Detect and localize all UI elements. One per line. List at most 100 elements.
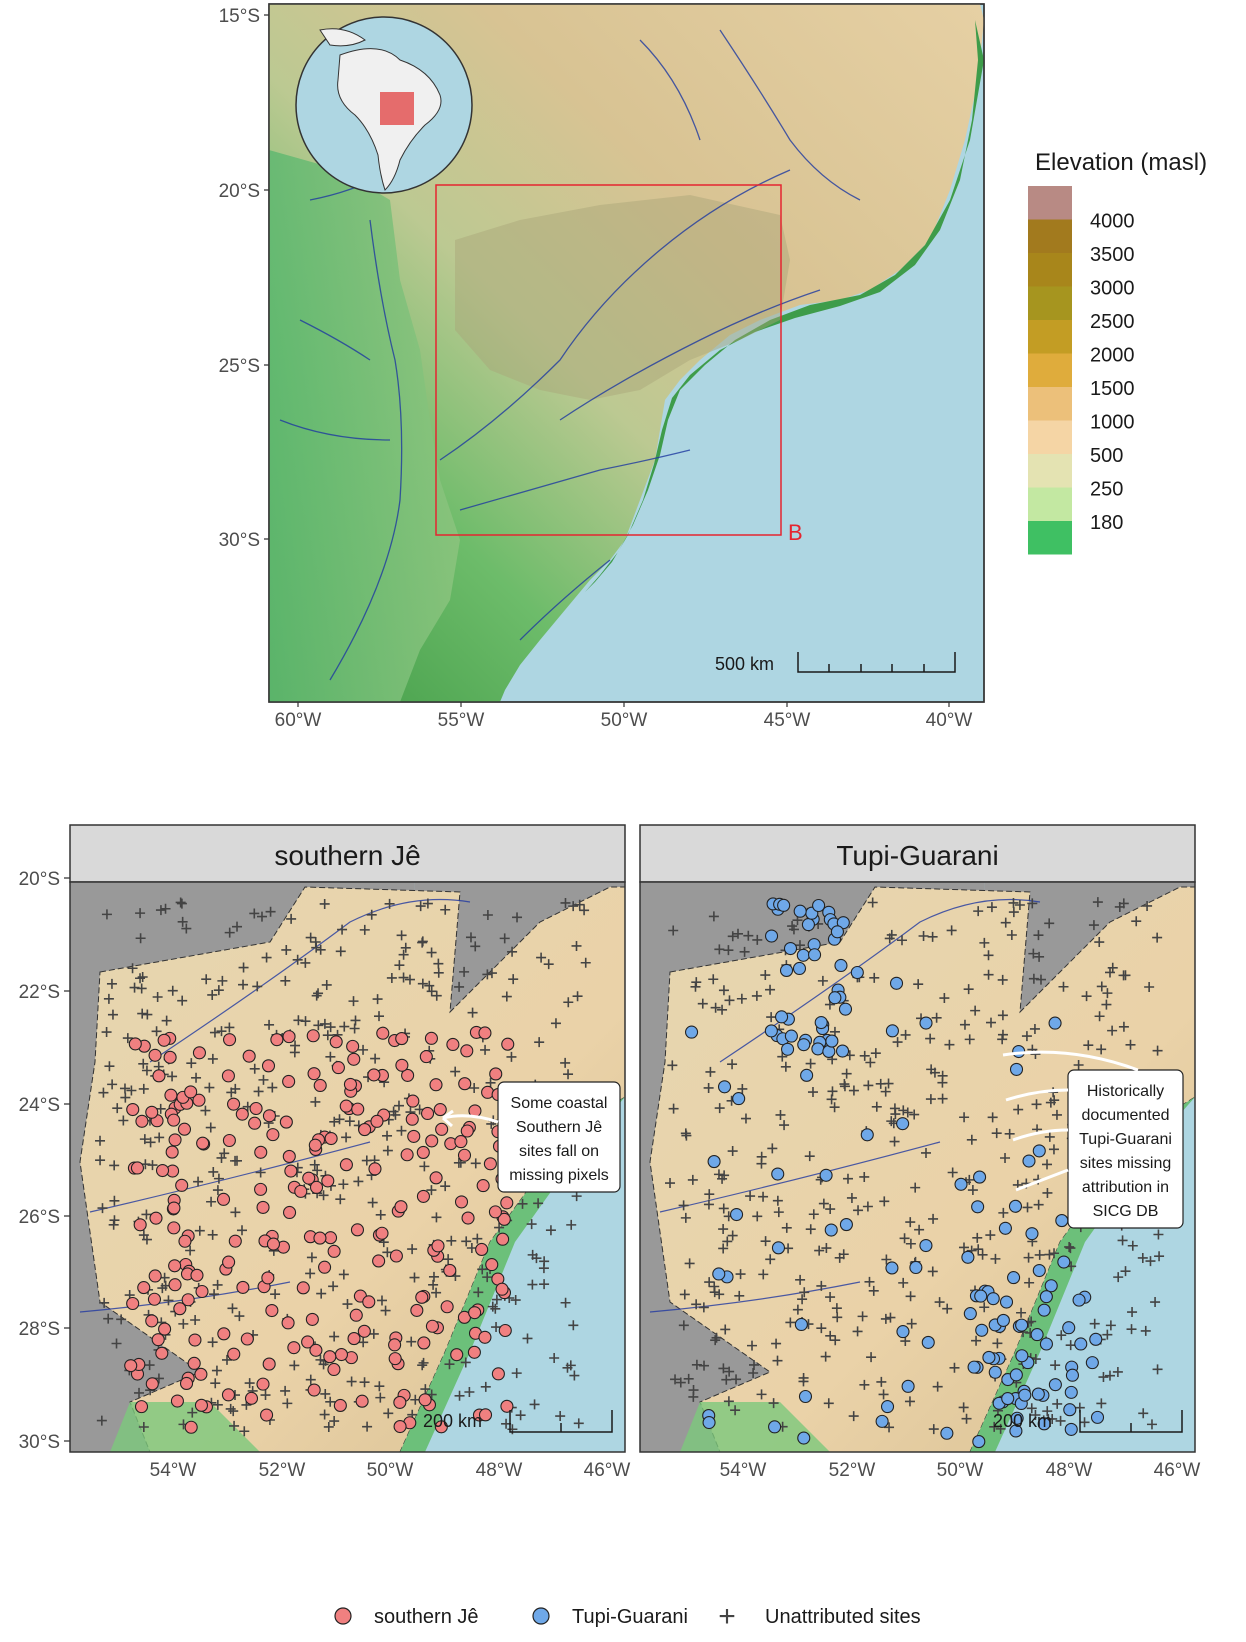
legend-value: 500 [1090, 445, 1123, 467]
site-marker [1089, 1332, 1103, 1346]
unattributed-site-marker [739, 946, 750, 957]
panel-frame [639, 881, 1196, 1453]
svg-text:500 km: 500 km [715, 654, 774, 674]
site-marker [982, 1350, 996, 1364]
unattributed-site-marker [973, 1244, 984, 1255]
unattributed-site-marker [135, 973, 146, 984]
unattributed-site-marker [212, 1279, 223, 1290]
site-marker [301, 1335, 315, 1349]
site-marker [148, 1048, 162, 1062]
unattributed-site-marker [1052, 1398, 1063, 1409]
unattributed-site-marker [1027, 898, 1038, 909]
unattributed-site-marker [889, 1136, 900, 1147]
site-marker [405, 1112, 419, 1126]
unattributed-site-marker [727, 1059, 738, 1070]
legend-value: 4000 [1090, 211, 1135, 233]
site-marker [349, 1308, 363, 1322]
unattributed-site-marker [96, 1415, 107, 1426]
site-marker [800, 1068, 814, 1082]
site-marker [152, 1069, 166, 1083]
site-marker [446, 1037, 460, 1052]
coastal-lowland [400, 1097, 625, 1452]
site-marker [764, 1024, 778, 1038]
site-marker [327, 1244, 341, 1258]
unattributed-site-marker [321, 979, 332, 990]
site-marker [1009, 1062, 1024, 1076]
unattributed-site-marker [942, 1303, 953, 1314]
unattributed-site-marker [805, 1224, 816, 1235]
unattributed-site-marker [928, 1213, 939, 1224]
site-marker [167, 1113, 181, 1127]
svg-text:24°S: 24°S [19, 1095, 60, 1116]
unattributed-site-marker [863, 1080, 874, 1091]
unattributed-site-marker [103, 1313, 114, 1324]
unattributed-site-marker [499, 933, 510, 944]
unattributed-site-marker [136, 983, 147, 994]
unattributed-site-marker [470, 941, 481, 952]
site-marker [151, 1333, 165, 1347]
panel-title: Tupi-Guarani [836, 840, 998, 871]
site-marker [429, 1078, 443, 1092]
unattributed-site-marker [688, 1385, 699, 1396]
site-marker [431, 1239, 445, 1253]
site-marker [347, 1332, 361, 1346]
unattributed-site-marker [404, 974, 415, 985]
site-marker [801, 918, 815, 932]
unattributed-sites [95, 897, 591, 1437]
site-marker [302, 1171, 316, 1185]
unattributed-site-marker [730, 1405, 741, 1416]
unattributed-site-marker [1033, 930, 1044, 941]
unattributed-site-marker [718, 985, 729, 996]
site-marker [262, 1357, 276, 1371]
svg-text:26°S: 26°S [19, 1207, 60, 1228]
site-marker [454, 1135, 468, 1149]
unattributed-site-marker [119, 1083, 130, 1094]
unattributed-site-marker [574, 899, 585, 910]
unattributed-site-marker [417, 1360, 428, 1371]
unattributed-site-marker [714, 944, 725, 955]
site-marker [133, 1218, 147, 1232]
site-marker [388, 1338, 402, 1352]
unattributed-site-marker [1028, 948, 1039, 959]
site-marker [1057, 1255, 1071, 1269]
site-marker [254, 1145, 268, 1159]
unattributed-site-marker [409, 1272, 420, 1283]
unattributed-site-marker [920, 1147, 931, 1158]
site-marker [1055, 1214, 1069, 1228]
unattributed-site-marker [238, 979, 249, 990]
unattributed-site-marker [1079, 1417, 1090, 1428]
unattributed-site-marker [1024, 1277, 1035, 1288]
unattributed-site-marker [1044, 1131, 1055, 1142]
unattributed-site-marker [313, 1020, 324, 1031]
unattributed-site-marker [1000, 917, 1011, 928]
site-marker [196, 1136, 210, 1150]
site-marker [814, 1015, 828, 1030]
unattributed-site-marker [305, 1374, 316, 1385]
unattributed-site-marker [522, 1333, 533, 1344]
unattributed-site-marker [129, 982, 140, 993]
site-marker [443, 1263, 457, 1277]
unattributed-site-marker [428, 1271, 439, 1282]
unattributed-site-marker [905, 1291, 916, 1302]
unattributed-site-marker [426, 986, 437, 997]
unattributed-site-marker [98, 1087, 109, 1098]
unattributed-site-marker [1096, 1044, 1107, 1055]
unattributed-site-marker [138, 1230, 149, 1241]
unattributed-site-marker [431, 1287, 442, 1298]
site-marker [282, 1074, 296, 1089]
site-panel: Tupi-Guarani Historically documented Tupi-G… [639, 824, 1196, 1453]
site-marker [1010, 1411, 1024, 1425]
legend-value: 2000 [1090, 345, 1135, 367]
unattributed-site-marker [670, 1374, 681, 1385]
unattributed-site-marker [721, 1374, 732, 1385]
globe-inset [295, 16, 473, 194]
site-marker [240, 1332, 254, 1346]
site-marker [771, 1167, 785, 1181]
tupi-guarani-sites [685, 897, 1106, 1449]
unattributed-site-marker [109, 1195, 120, 1206]
unattributed-site-marker [206, 1196, 217, 1207]
unattributed-site-marker [539, 1279, 550, 1290]
unattributed-site-marker [372, 994, 383, 1005]
unattributed-site-marker [292, 954, 303, 965]
site-marker [187, 1356, 201, 1370]
